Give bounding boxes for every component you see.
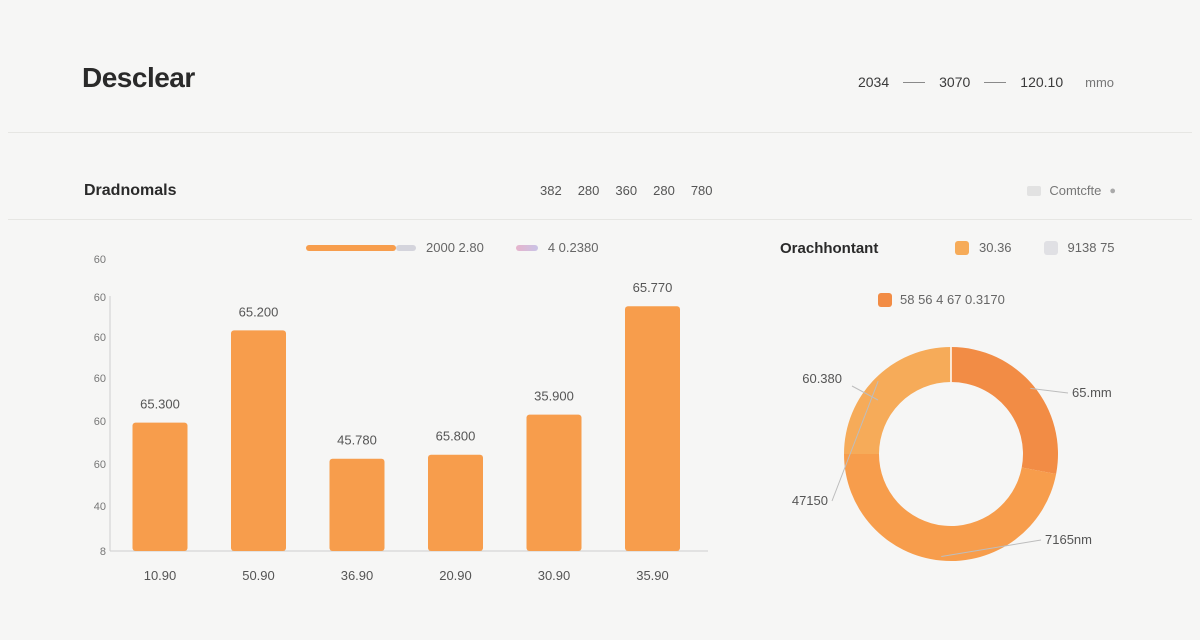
- bar-data-label: 65.200: [239, 304, 279, 319]
- period-tabs: 382 280 360 280 780: [540, 183, 713, 198]
- period-tab-3[interactable]: 360: [615, 183, 638, 198]
- stat-separator: [984, 81, 1007, 83]
- slice-label: 65.mm: [1072, 385, 1112, 400]
- y-tick-label: 60: [94, 254, 106, 266]
- donut-legend-2: 9138 75: [1067, 240, 1115, 255]
- y-tick-label: 8: [100, 546, 106, 558]
- bar[interactable]: [132, 422, 188, 551]
- brand-title: Desclear: [82, 62, 195, 93]
- top-stat-unit: mmo: [1085, 74, 1114, 90]
- donut-slice[interactable]: [951, 347, 1058, 475]
- header-divider: [8, 132, 1192, 133]
- bar-data-label: 65.770: [633, 280, 673, 295]
- bar[interactable]: [231, 330, 286, 551]
- toggle-checkbox[interactable]: [1027, 185, 1042, 196]
- y-tick-label: 60: [94, 332, 106, 344]
- y-tick-label: 60: [94, 292, 106, 304]
- bar[interactable]: [428, 454, 483, 551]
- y-tick-label: 60: [94, 373, 106, 385]
- legend-line-primary: [306, 244, 396, 251]
- bar-chart: 8 40 60 60 60 60 60 60 65.300 10.90 65.200 50.90 45.…: [94, 254, 708, 583]
- legend-line-track: [396, 244, 416, 251]
- section-title: Dradnomals: [84, 182, 177, 199]
- legend-line-secondary: [515, 244, 538, 251]
- top-stat-2: 3070: [939, 74, 971, 90]
- donut-slice[interactable]: [844, 347, 951, 454]
- donut-sub-legend: 58 56 4 67 0.3170: [878, 292, 1005, 307]
- x-tick-label: 20.90: [439, 568, 472, 583]
- section-divider: [8, 219, 1192, 220]
- donut-legend-1: 30.36: [979, 240, 1012, 255]
- y-tick-label: 60: [94, 416, 106, 428]
- bar-data-label: 65.300: [140, 397, 180, 412]
- leader-line: [941, 539, 1042, 558]
- stat-separator: [903, 81, 926, 83]
- legend-swatch-gray: [1043, 240, 1058, 255]
- compare-label: Comtcfte: [1049, 183, 1102, 198]
- donut-legend: 30.36 9138 75: [955, 240, 1115, 255]
- legend-swatch-orange: [955, 240, 969, 255]
- leader-line: [851, 385, 879, 401]
- donut-title: Orachhontant: [780, 240, 879, 257]
- x-tick-label: 30.90: [538, 568, 571, 583]
- lock-icon: ●: [1109, 184, 1116, 197]
- period-tab-2[interactable]: 280: [577, 183, 600, 198]
- bar-data-label: 35.900: [534, 389, 574, 404]
- compare-toggle[interactable]: Comtcfte ●: [1027, 183, 1116, 198]
- top-stats: 2034 3070 120.10 mmo: [858, 74, 1114, 90]
- y-tick-label: 40: [94, 501, 106, 513]
- x-tick-label: 10.90: [144, 568, 177, 583]
- slice-label: 47150: [792, 493, 828, 508]
- bar-data-label: 65.800: [436, 429, 476, 444]
- period-tab-4[interactable]: 280: [653, 183, 675, 198]
- bar-legend: 2000 2.80 4 0.2380: [306, 240, 598, 255]
- period-tab-1[interactable]: 382: [540, 183, 562, 198]
- donut-top-label: 60.380: [802, 371, 842, 386]
- bar[interactable]: [625, 306, 680, 551]
- bar[interactable]: [329, 458, 385, 551]
- top-stat-1: 2034: [857, 74, 890, 90]
- legend-secondary-label: 4 0.2380: [547, 240, 599, 255]
- x-tick-label: 35.90: [636, 568, 669, 583]
- bar-data-label: 45.780: [337, 433, 377, 448]
- slice-label: 7165nm: [1045, 532, 1092, 547]
- bar[interactable]: [526, 414, 582, 551]
- donut-slice[interactable]: [844, 454, 1057, 561]
- x-tick-label: 36.90: [341, 568, 374, 583]
- donut-sub-label: 58 56 4 67 0.3170: [900, 292, 1005, 307]
- leader-line: [1030, 387, 1069, 394]
- sub-legend-swatch: [878, 292, 892, 307]
- y-tick-label: 60: [94, 459, 106, 471]
- x-tick-label: 50.90: [242, 568, 275, 583]
- period-tab-5[interactable]: 780: [690, 183, 713, 198]
- legend-primary-label: 2000 2.80: [426, 240, 484, 255]
- top-stat-3: 120.10: [1020, 74, 1064, 90]
- leader-line: [831, 380, 879, 502]
